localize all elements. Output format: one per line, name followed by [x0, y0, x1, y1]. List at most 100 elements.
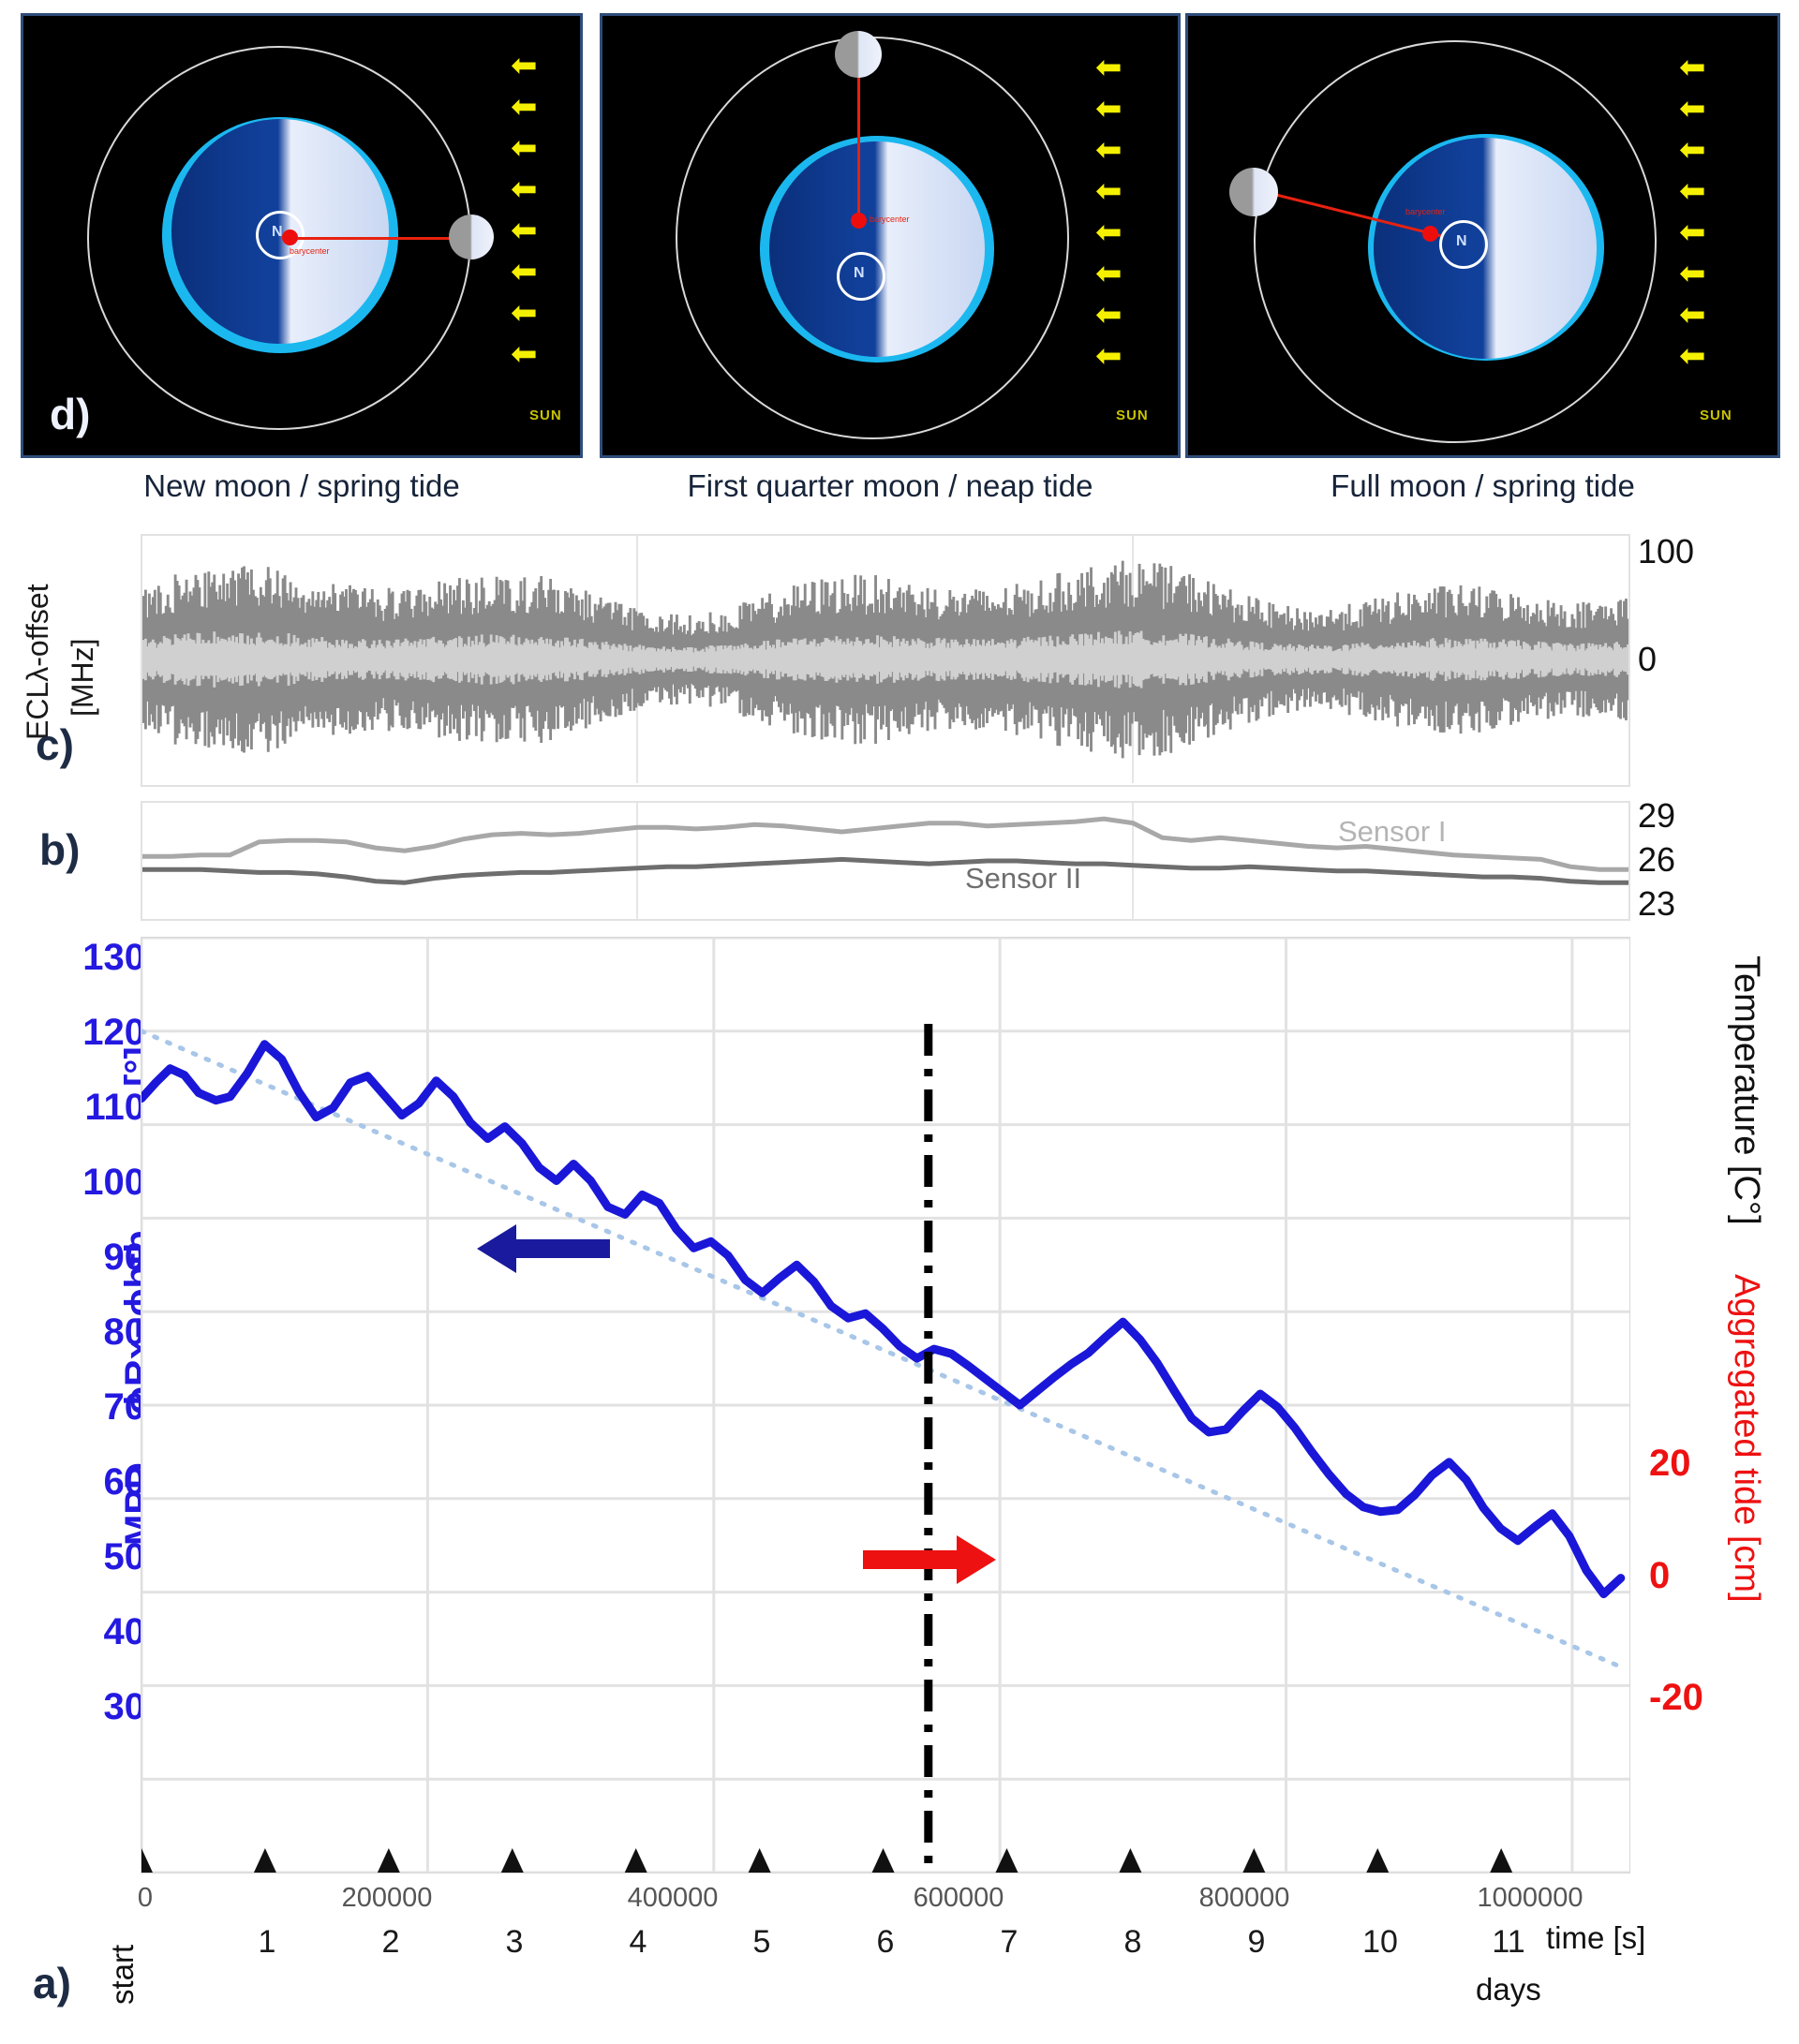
- ecl-noise-core-bar: [935, 638, 939, 681]
- temperature-plot: [141, 801, 1630, 921]
- ecl-noise-core-bar: [1474, 648, 1478, 671]
- ecl-noise-core-bar: [1472, 640, 1476, 679]
- ecl-noise-core-bar: [1400, 646, 1404, 673]
- ecl-noise-core-bar: [831, 640, 835, 679]
- ecl-noise-core-bar: [872, 644, 875, 674]
- ecl-noise-core-bar: [684, 650, 688, 669]
- ecl-noise-core-bar: [948, 647, 952, 672]
- x-axis-start-label: start: [105, 1944, 140, 2005]
- ecl-noise-core-bar: [170, 644, 173, 674]
- ecl-noise-core-bar: [517, 637, 521, 682]
- ecl-noise-core-bar: [190, 639, 194, 680]
- ecl-noise-core-bar: [1593, 645, 1597, 674]
- ecl-noise-core-bar: [1433, 641, 1436, 678]
- ecl-noise-core-bar: [634, 646, 638, 673]
- ecl-noise-core-bar: [1531, 649, 1535, 670]
- ecl-noise-core-bar: [347, 648, 349, 671]
- ecl-noise-core-bar: [222, 639, 226, 680]
- ecl-noise-core-bar: [827, 639, 831, 680]
- ecl-noise-core-bar: [224, 639, 228, 680]
- ecl-noise-core-bar: [1548, 646, 1552, 673]
- ecl-noise-core-bar: [385, 640, 389, 679]
- ecl-noise-core-bar: [918, 640, 922, 679]
- barycenter-dot: [1422, 226, 1438, 242]
- sun-label: SUN: [1700, 407, 1732, 423]
- ecl-noise-core-bar: [1249, 641, 1253, 678]
- ecl-noise-core-bar: [352, 648, 355, 671]
- xtick-day-3: 3: [505, 1924, 524, 1960]
- ecl-noise-core-bar: [332, 644, 335, 674]
- ecl-noise-core-bar: [1515, 645, 1518, 674]
- ecl-noise-core-bar: [1312, 647, 1316, 672]
- ecl-noise-core-bar: [1506, 646, 1509, 673]
- ecl-noise-core-bar: [1334, 649, 1338, 670]
- ecl-noise-core-bar: [898, 645, 901, 674]
- ecl-noise-core-bar: [1500, 642, 1504, 677]
- ecl-noise-core-bar: [725, 647, 729, 672]
- ecl-noise-core-bar: [560, 641, 563, 678]
- ecl-offset-svg: [142, 536, 1628, 783]
- ecl-noise-core-bar: [780, 646, 782, 673]
- ecl-noise-core-bar: [1421, 645, 1425, 674]
- ecl-noise-core-bar: [1396, 643, 1400, 676]
- ecl-noise-core-bar: [391, 647, 394, 672]
- day-marker-triangle-icon: [871, 1848, 895, 1873]
- ecl-noise-core-bar: [398, 645, 402, 674]
- ecl-noise-core-bar: [1539, 648, 1542, 671]
- ecl-noise-core-bar: [855, 637, 859, 682]
- ecl-noise-core-bar: [1228, 642, 1232, 677]
- ecl-noise-core-bar: [604, 641, 608, 678]
- ecl-noise-core-bar: [175, 637, 179, 682]
- sun-ray-arrow-icon: ⬅: [1095, 255, 1123, 292]
- ecl-noise-core-bar: [1206, 647, 1210, 672]
- ecl-noise-core-bar: [1037, 637, 1041, 682]
- ecl-noise-core-bar: [978, 644, 982, 674]
- ecl-noise-core-bar: [424, 646, 428, 673]
- ecl-noise-core-bar: [602, 644, 606, 674]
- ecl-noise-core-bar: [1602, 645, 1606, 674]
- ecl-noise-core-bar: [1028, 640, 1032, 679]
- ecl-noise-core-bar: [638, 644, 642, 674]
- ecl-noise-core-bar: [736, 645, 740, 674]
- ecl-noise-core-bar: [781, 642, 784, 677]
- moon-diagram-frame: N barycenter ⬅ ⬅ ⬅ ⬅ ⬅ ⬅ ⬅ ⬅ SUN d): [21, 13, 583, 458]
- ecl-noise-core-bar: [1423, 646, 1427, 673]
- ecl-noise-core-bar: [1134, 633, 1137, 686]
- ecl-noise-core-bar: [649, 647, 653, 672]
- ecl-noise-core-bar: [882, 639, 885, 680]
- ecl-noise-core-bar: [1115, 644, 1119, 675]
- ecl-noise-core-bar: [1171, 641, 1175, 678]
- ecl-noise-core-bar: [718, 645, 721, 674]
- ecl-noise-core-bar: [1039, 645, 1043, 674]
- ecl-noise-core-bar: [339, 646, 343, 673]
- ecl-noise-core-bar: [1461, 646, 1464, 673]
- ecl-noise-core-bar: [825, 638, 829, 681]
- ecl-noise-core-bar: [153, 643, 156, 676]
- ecl-noise-core-bar: [619, 644, 623, 674]
- ecl-noise-core-bar: [1453, 640, 1457, 679]
- ecl-noise-core-bar: [328, 642, 332, 677]
- ecl-noise-core-bar: [1160, 642, 1164, 677]
- ecl-noise-core-bar: [160, 643, 164, 676]
- ecl-noise-core-bar: [285, 644, 289, 675]
- ecl-noise-core-bar: [1054, 646, 1058, 673]
- xtick-seconds-1000000: 1000000: [1477, 1883, 1583, 1913]
- ecl-noise-core-bar: [1258, 649, 1262, 670]
- ecl-noise-core-bar: [714, 651, 718, 668]
- ecl-noise-core-bar: [194, 643, 198, 676]
- ecl-noise-core-bar: [1201, 643, 1204, 676]
- ecl-noise-core-bar: [1238, 641, 1241, 678]
- barycenter-label: barycenter: [290, 246, 330, 256]
- ecl-noise-core-bar: [890, 646, 894, 673]
- ecl-noise-core-bar: [837, 640, 840, 679]
- ecl-noise-core-bar: [355, 647, 359, 672]
- right-axis-title-tide: Aggregated tide [cm]: [1727, 1274, 1766, 1603]
- ecl-noise-core-bar: [1381, 646, 1385, 673]
- ecl-noise-core-bar: [439, 640, 443, 679]
- ecl-noise-core-bar: [1104, 636, 1108, 683]
- xtick-seconds-800000: 800000: [1198, 1883, 1290, 1913]
- ecl-noise-core-bar: [406, 640, 409, 679]
- ecl-noise-core-bar: [1544, 643, 1548, 676]
- ecl-noise-core-bar: [1559, 644, 1563, 675]
- ecl-noise-core-bar: [778, 639, 781, 680]
